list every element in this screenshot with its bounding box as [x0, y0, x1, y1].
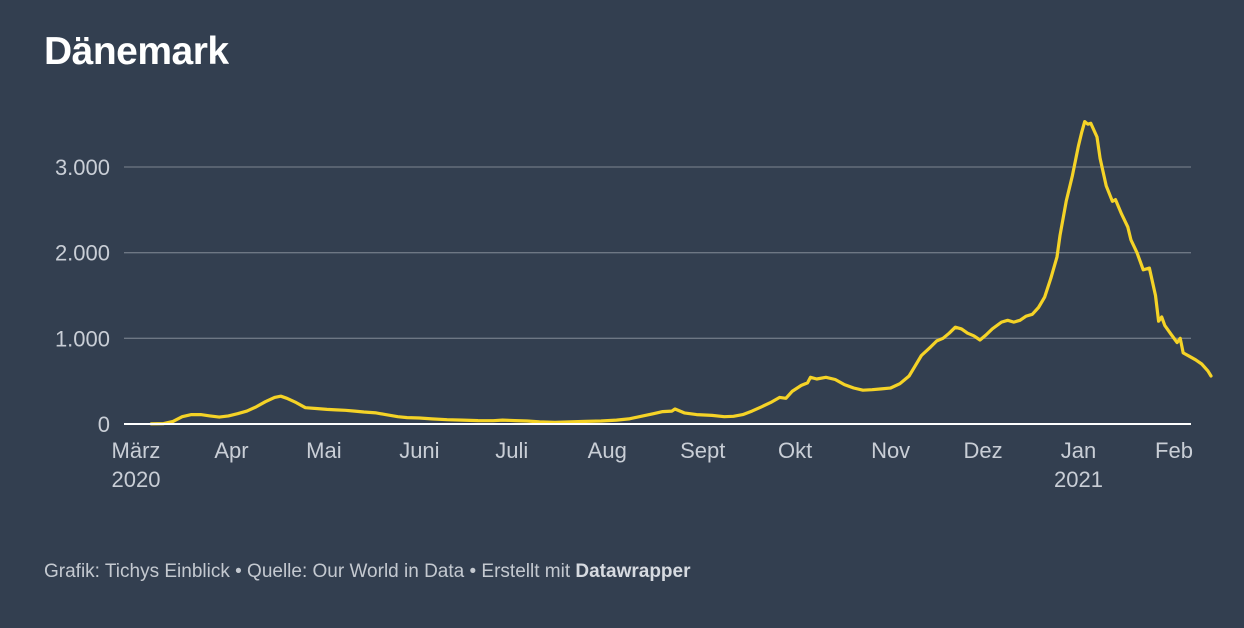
series-layer [149, 119, 1213, 426]
series-line [149, 119, 1213, 426]
x-tick-label: Apr [214, 438, 248, 463]
x-tick-label: Jan [1061, 438, 1096, 463]
y-tick-label: 0 [98, 412, 110, 437]
footer-brand[interactable]: Datawrapper [575, 561, 691, 582]
footer-credit: Grafik: Tichys Einblick • Quelle: Our Wo… [44, 561, 576, 582]
x-tick-sublabel: 2021 [1054, 467, 1103, 492]
x-axis-ticks: März 2020 Apr Mai Juni Juli Aug Sept Okt Nov Dez Ja… [112, 438, 1193, 492]
x-tick-label: Okt [778, 438, 812, 463]
x-tick-label: Feb [1155, 438, 1193, 463]
y-tick-label: 1.000 [55, 326, 110, 351]
x-tick-label: Aug [588, 438, 627, 463]
x-tick-label: Sept [680, 438, 725, 463]
chart-title: Dänemark [44, 30, 229, 73]
y-axis-ticks: 0 1.000 2.000 3.000 [55, 155, 110, 437]
x-tick-label: Mai [306, 438, 341, 463]
x-tick-label: Juli [495, 438, 528, 463]
x-tick-sublabel: 2020 [112, 467, 161, 492]
y-tick-label: 3.000 [55, 155, 110, 180]
footer: Grafik: Tichys Einblick • Quelle: Our Wo… [44, 561, 691, 583]
x-tick-label: März [112, 438, 161, 463]
y-tick-label: 2.000 [55, 241, 110, 266]
x-tick-label: Dez [963, 438, 1002, 463]
x-tick-label: Nov [871, 438, 910, 463]
x-tick-label: Juni [399, 438, 439, 463]
gridlines [124, 166, 1191, 339]
